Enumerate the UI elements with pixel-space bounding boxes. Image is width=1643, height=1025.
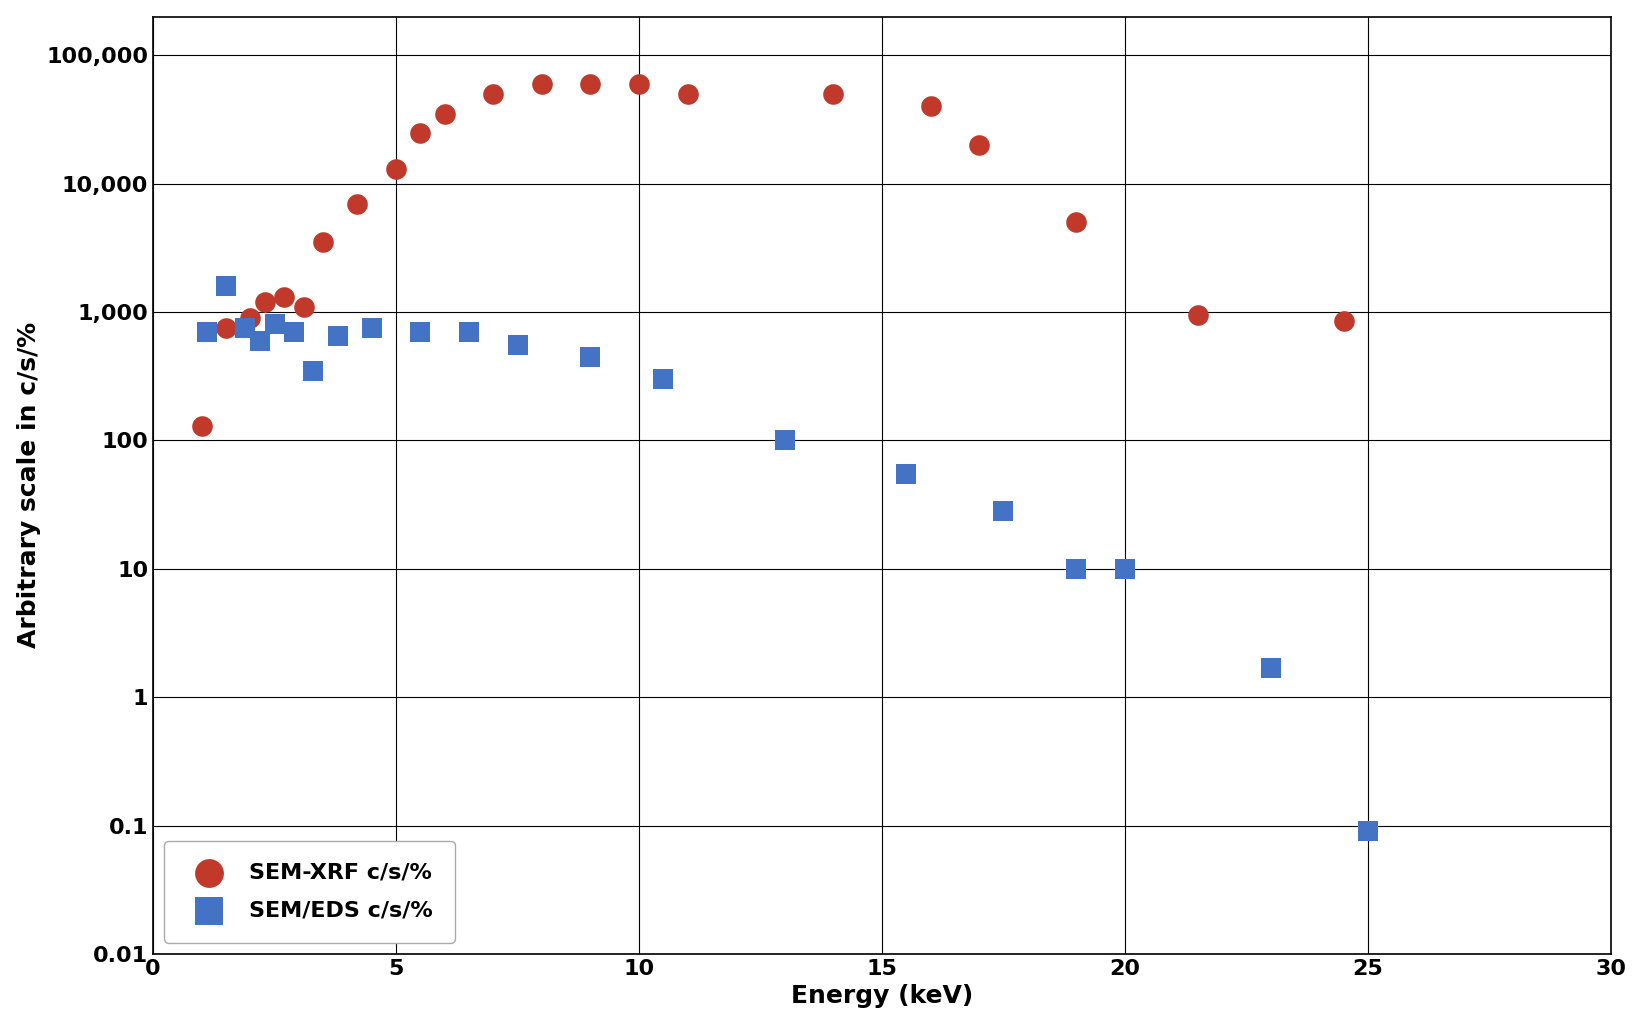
SEM/EDS c/s/%: [772, 433, 798, 449]
SEM-XRF c/s/%: [311, 234, 337, 250]
SEM-XRF c/s/%: [917, 98, 943, 115]
SEM-XRF c/s/%: [966, 137, 992, 154]
SEM/EDS c/s/%: [261, 317, 288, 333]
Y-axis label: Arbitrary scale in c/s/%: Arbitrary scale in c/s/%: [16, 322, 41, 649]
SEM-XRF c/s/%: [480, 86, 506, 102]
SEM-XRF c/s/%: [626, 76, 652, 92]
SEM/EDS c/s/%: [1257, 659, 1283, 675]
SEM-XRF c/s/%: [407, 124, 434, 140]
SEM-XRF c/s/%: [189, 417, 215, 434]
SEM/EDS c/s/%: [1355, 823, 1382, 839]
SEM/EDS c/s/%: [577, 348, 603, 365]
SEM/EDS c/s/%: [325, 328, 352, 344]
SEM-XRF c/s/%: [432, 106, 458, 122]
SEM/EDS c/s/%: [1112, 561, 1139, 577]
SEM-XRF c/s/%: [237, 310, 263, 326]
SEM-XRF c/s/%: [820, 86, 846, 102]
SEM-XRF c/s/%: [577, 76, 603, 92]
SEM/EDS c/s/%: [214, 278, 240, 294]
SEM/EDS c/s/%: [358, 320, 384, 336]
SEM/EDS c/s/%: [194, 324, 220, 340]
SEM/EDS c/s/%: [232, 320, 258, 336]
SEM/EDS c/s/%: [407, 324, 434, 340]
SEM/EDS c/s/%: [455, 324, 481, 340]
SEM/EDS c/s/%: [991, 503, 1017, 520]
SEM-XRF c/s/%: [1185, 306, 1211, 323]
SEM-XRF c/s/%: [1063, 214, 1089, 231]
SEM-XRF c/s/%: [1331, 313, 1357, 329]
X-axis label: Energy (keV): Energy (keV): [790, 984, 973, 1009]
SEM/EDS c/s/%: [894, 465, 920, 482]
SEM-XRF c/s/%: [529, 76, 555, 92]
SEM-XRF c/s/%: [291, 298, 317, 315]
SEM/EDS c/s/%: [651, 371, 677, 387]
SEM/EDS c/s/%: [504, 337, 531, 354]
SEM-XRF c/s/%: [674, 86, 700, 102]
SEM/EDS c/s/%: [246, 332, 273, 349]
SEM-XRF c/s/%: [214, 320, 240, 336]
SEM/EDS c/s/%: [1063, 561, 1089, 577]
SEM-XRF c/s/%: [383, 161, 409, 177]
SEM-XRF c/s/%: [343, 196, 370, 212]
Legend: SEM-XRF c/s/%, SEM/EDS c/s/%: SEM-XRF c/s/%, SEM/EDS c/s/%: [164, 840, 455, 943]
SEM-XRF c/s/%: [271, 289, 297, 305]
SEM/EDS c/s/%: [281, 324, 307, 340]
SEM-XRF c/s/%: [251, 294, 278, 311]
SEM/EDS c/s/%: [301, 363, 327, 379]
